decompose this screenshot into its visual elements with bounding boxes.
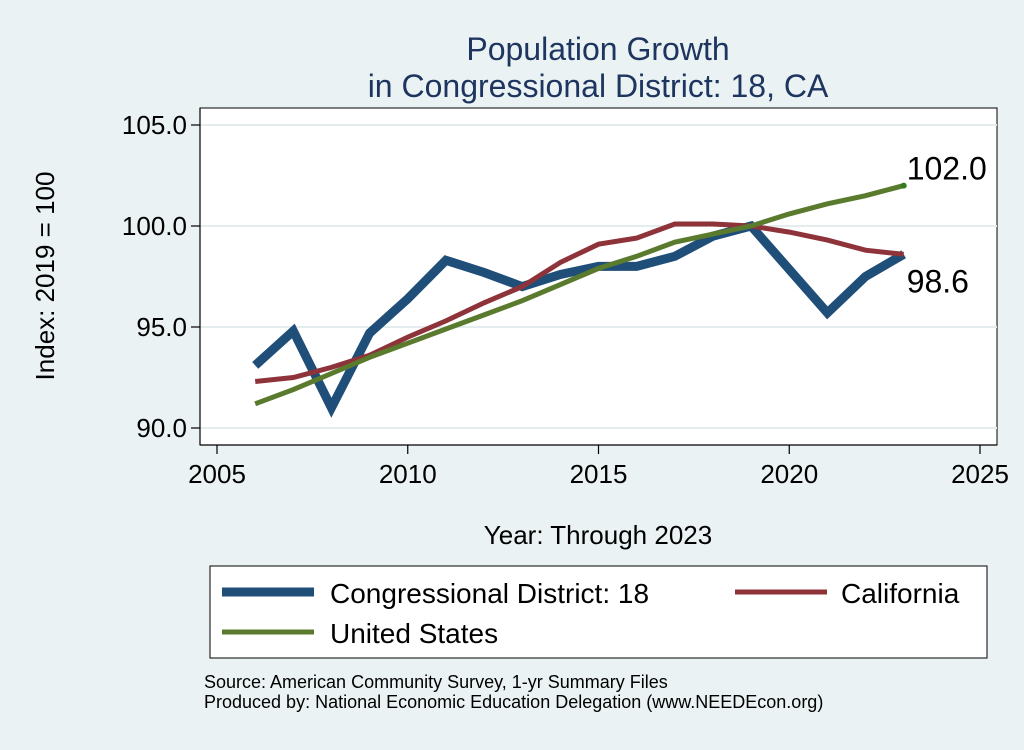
end-value-labels: 102.0 98.6 <box>907 151 987 300</box>
us-end-marker <box>900 182 907 189</box>
x-tick-label: 2015 <box>570 459 628 489</box>
chart-title-line-1: Population Growth <box>466 31 729 67</box>
producer-note: Produced by: National Economic Education… <box>204 692 823 712</box>
legend-label-0: Congressional District: 18 <box>330 578 649 609</box>
y-axis-label: Index: 2019 = 100 <box>30 172 60 381</box>
legend-label-1: California <box>841 578 960 609</box>
series-lines <box>252 182 907 418</box>
x-axis-label: Year: Through 2023 <box>484 520 712 550</box>
chart-title-line-2: in Congressional District: 18, CA <box>368 68 829 104</box>
y-tick-label: 100.0 <box>122 211 187 241</box>
source-note: Source: American Community Survey, 1-yr … <box>204 672 668 692</box>
legend-label-2: United States <box>330 618 498 649</box>
x-tick-label: 2020 <box>760 459 818 489</box>
gridlines <box>200 124 997 429</box>
y-axis-ticks: 90.0 95.0 100.0 105.0 <box>122 110 200 443</box>
y-tick-label: 90.0 <box>136 413 187 443</box>
series-line-2 <box>254 183 905 407</box>
plot-area <box>199 107 998 446</box>
legend: Congressional District: 18 California Unit… <box>222 578 960 649</box>
end-label-0: 102.0 <box>907 151 987 187</box>
y-tick-label: 95.0 <box>136 312 187 342</box>
end-label-1: 98.6 <box>907 263 969 299</box>
x-tick-label: 2025 <box>951 459 1009 489</box>
x-axis-ticks: 2005 2010 2015 2020 2025 <box>188 445 1009 489</box>
y-tick-label: 105.0 <box>122 110 187 140</box>
legend-box <box>209 565 988 659</box>
x-tick-label: 2005 <box>188 459 246 489</box>
x-tick-label: 2010 <box>379 459 437 489</box>
